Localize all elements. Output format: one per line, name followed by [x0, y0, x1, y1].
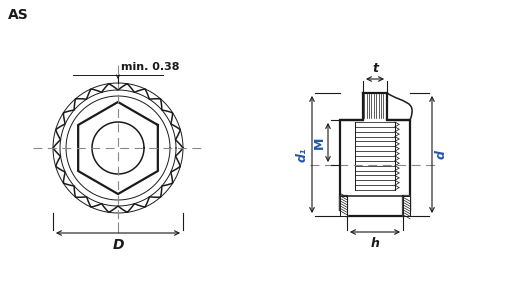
- Text: t: t: [371, 62, 377, 75]
- Text: D: D: [112, 238, 124, 252]
- Text: M: M: [313, 136, 325, 149]
- Text: d₁: d₁: [295, 147, 308, 162]
- Polygon shape: [340, 196, 346, 216]
- Text: min. 0.38: min. 0.38: [121, 62, 179, 72]
- Text: h: h: [370, 237, 379, 250]
- Text: d: d: [434, 150, 447, 159]
- Polygon shape: [402, 196, 409, 216]
- Text: AS: AS: [8, 8, 29, 22]
